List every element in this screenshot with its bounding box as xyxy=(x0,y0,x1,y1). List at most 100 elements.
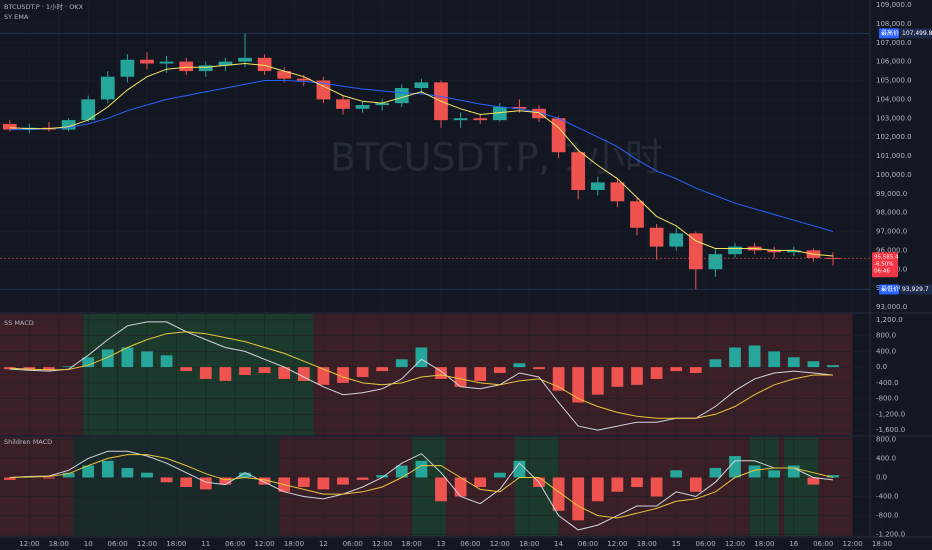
histogram-bar xyxy=(513,363,526,368)
candle-body xyxy=(218,61,233,66)
histogram-bar xyxy=(395,359,408,368)
histogram-bar xyxy=(807,361,820,368)
candle-body xyxy=(100,76,115,100)
histogram-bar xyxy=(337,367,349,383)
extreme-value-box xyxy=(900,28,932,39)
y-tick-label: 0.0 xyxy=(876,363,887,371)
histogram-bar xyxy=(787,357,800,368)
y-tick-label: -1,600.0 xyxy=(876,426,905,434)
histogram-bar xyxy=(297,477,310,487)
histogram-bar xyxy=(199,477,212,490)
y-tick-label: -1,200.0 xyxy=(876,410,905,418)
histogram-bar xyxy=(101,349,114,368)
candle-body xyxy=(728,246,742,255)
histogram-bar xyxy=(180,367,193,372)
candle-body xyxy=(590,182,605,190)
histogram-bar xyxy=(101,460,114,478)
signal-region xyxy=(83,314,314,435)
histogram-bar xyxy=(493,367,506,374)
x-tick-label: 18:00 xyxy=(284,540,304,548)
histogram-bar xyxy=(474,477,487,487)
candle-body xyxy=(453,118,468,121)
y-tick-label: -1,200.0 xyxy=(876,531,905,539)
indicator-name: SY EMA xyxy=(4,13,29,21)
histogram-bar xyxy=(729,347,741,368)
x-tick-label: 15 xyxy=(672,540,681,548)
indicator-line xyxy=(9,80,834,232)
histogram-bar xyxy=(650,367,663,379)
histogram-bar xyxy=(572,367,585,403)
histogram-bar xyxy=(415,460,428,478)
histogram-bar xyxy=(278,367,291,379)
candle-body xyxy=(473,118,488,121)
candle-body xyxy=(630,201,644,228)
x-tick-label: 12:00 xyxy=(607,540,627,548)
histogram-bar xyxy=(748,465,761,478)
x-tick-label: 12:00 xyxy=(372,540,392,548)
y-tick-label: 106,000.0 xyxy=(876,58,912,66)
extreme-value-box xyxy=(900,284,932,295)
y-tick-label: 1,200.0 xyxy=(876,316,903,324)
x-tick-label: 12:00 xyxy=(255,540,275,548)
y-tick-label: 400.0 xyxy=(876,347,896,355)
histogram-bar xyxy=(435,367,447,379)
candle-body xyxy=(492,106,507,121)
candle-body xyxy=(2,123,17,130)
y-tick-label: 109,000.0 xyxy=(876,1,912,9)
y-tick-label: 103,000.0 xyxy=(876,114,912,122)
histogram-bar xyxy=(160,477,173,483)
candle-body xyxy=(610,182,625,202)
histogram-bar xyxy=(82,465,95,478)
histogram-bar xyxy=(258,367,271,374)
histogram-bar xyxy=(650,477,663,497)
histogram-bar xyxy=(3,367,16,370)
histogram-bar xyxy=(611,367,624,387)
indicator-line xyxy=(9,454,834,519)
x-tick-label: 11 xyxy=(201,540,210,548)
x-tick-label: 18:00 xyxy=(754,540,774,548)
histogram-bar xyxy=(62,366,75,368)
candle-body xyxy=(179,61,194,72)
histogram-bar xyxy=(689,477,702,492)
x-tick-label: 16 xyxy=(789,540,798,548)
histogram-bar xyxy=(611,477,624,492)
x-tick-label: 06:00 xyxy=(813,540,833,548)
histogram-bar xyxy=(160,355,173,368)
watermark: BTCUSDT.P, 1小时 xyxy=(330,136,663,180)
signal-region xyxy=(0,314,84,435)
x-tick-label: 06:00 xyxy=(108,540,128,548)
y-tick-label: 107,000.0 xyxy=(876,39,912,47)
histogram-bar xyxy=(239,472,251,478)
x-tick-label: 18:00 xyxy=(166,540,186,548)
y-tick-label: 100,000.0 xyxy=(876,171,912,179)
signal-region xyxy=(818,437,853,536)
histogram-bar xyxy=(121,347,134,368)
y-tick-label: 800.0 xyxy=(876,332,896,340)
histogram-bar xyxy=(827,475,839,478)
y-tick-label: 93,000.0 xyxy=(876,303,907,311)
histogram-bar xyxy=(356,367,369,377)
candle-body xyxy=(316,80,331,100)
signal-region xyxy=(0,437,74,536)
y-tick-label: 108,000.0 xyxy=(876,20,912,28)
x-tick-label: 06:00 xyxy=(696,540,716,548)
candle-body xyxy=(571,152,586,190)
histogram-bar xyxy=(258,477,271,485)
histogram-bar xyxy=(454,477,467,497)
histogram-bar xyxy=(591,477,604,502)
candle-body xyxy=(277,71,292,79)
y-tick-label: 101,000.0 xyxy=(876,152,912,160)
candle-body xyxy=(257,57,272,72)
histogram-bar xyxy=(219,477,232,485)
y-tick-label: 0.0 xyxy=(876,473,887,481)
y-tick-label: 104,000.0 xyxy=(876,95,912,103)
candle-body xyxy=(159,61,174,64)
histogram-bar xyxy=(180,477,193,487)
x-tick-label: 12:00 xyxy=(137,540,157,548)
y-tick-label: 800.0 xyxy=(876,435,896,443)
extreme-badge xyxy=(879,284,899,295)
histogram-bar xyxy=(591,367,604,395)
histogram-bar xyxy=(670,367,683,372)
macd-title: Shildren MACD xyxy=(4,438,52,446)
